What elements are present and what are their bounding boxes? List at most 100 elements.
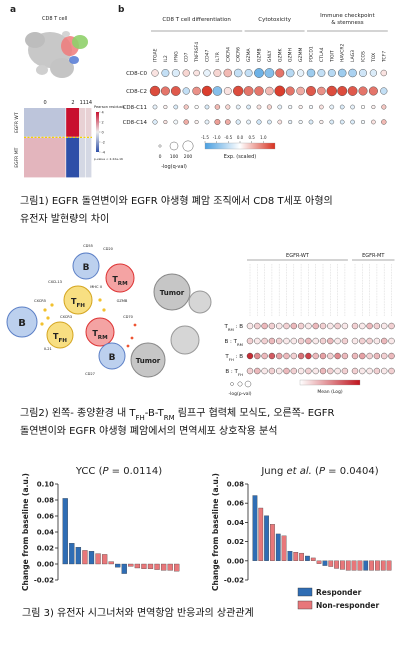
dot — [319, 322, 327, 330]
caption-part: 림프구 협력체 모식도, 오른쪽- EGFR — [175, 406, 335, 419]
bar — [134, 563, 141, 569]
bar — [88, 551, 95, 565]
row-label-part: FH — [229, 357, 234, 362]
y-tick-label: 0.02 — [227, 538, 244, 546]
row-label: TFH : B — [224, 354, 243, 362]
color-legend-bar — [299, 379, 361, 386]
caption: 그림 3) 유전자 시그너처와 면역항암 반응과의 상관관계 — [22, 607, 254, 619]
dot — [359, 322, 366, 330]
dot — [275, 68, 285, 78]
gene-label: ITGAE — [153, 48, 159, 62]
dot — [183, 119, 189, 125]
dot — [204, 104, 210, 110]
dot — [373, 337, 381, 345]
marker-label: GZMB — [117, 299, 128, 303]
dot — [233, 68, 243, 78]
dot — [381, 322, 388, 330]
chart-title-part: YCC ( — [75, 466, 103, 477]
color-legend-label: 1.0 — [260, 135, 267, 140]
cell-label: B — [109, 353, 116, 363]
chart-title-part: = 0.0114) — [109, 466, 163, 477]
dot — [261, 337, 268, 345]
dot — [319, 337, 327, 345]
color-legend-label: 0.5 — [248, 135, 255, 140]
dot — [254, 337, 261, 345]
heatmap-col-label: 0 — [43, 100, 46, 106]
bar — [281, 535, 287, 561]
dot — [233, 85, 244, 97]
dot — [163, 119, 168, 125]
dot — [359, 367, 366, 375]
row-label: CD8-C2 — [126, 89, 147, 95]
row-label-part: : B — [234, 354, 243, 360]
dot — [381, 337, 388, 345]
heatmap-cell — [79, 108, 86, 137]
dot — [312, 337, 319, 345]
bar — [375, 560, 380, 571]
y-tick-label: 0.02 — [37, 545, 54, 553]
bar — [69, 543, 75, 565]
dot — [173, 119, 179, 125]
size-legend-dot — [244, 380, 252, 388]
group-header: EGFR-MT — [362, 253, 385, 259]
color-legend-title: Exp. (scaled) — [224, 154, 256, 160]
chart-title-part: P — [102, 466, 109, 477]
dot — [256, 104, 262, 110]
gene-label: GZMM — [298, 48, 304, 62]
cell-label-part: T — [112, 275, 118, 284]
heatmap-col-label: 14 — [86, 100, 92, 106]
dot — [366, 337, 373, 345]
row-label: CD8-C11 — [123, 105, 147, 111]
dot — [341, 352, 349, 360]
dot — [274, 85, 286, 97]
dot — [334, 352, 341, 360]
dot — [337, 68, 347, 78]
cell-label: Tumor — [160, 289, 185, 297]
dot — [381, 367, 388, 375]
dot — [305, 322, 312, 330]
dot — [388, 352, 395, 360]
row-label-part: RM — [228, 327, 234, 332]
dot — [381, 104, 387, 110]
legend-swatch — [297, 587, 313, 597]
dot — [276, 367, 283, 375]
bar — [386, 560, 392, 571]
bar — [258, 507, 264, 561]
legend-tick-label: 2 — [102, 120, 104, 124]
dot — [373, 352, 381, 360]
group-header: EGFR-WT — [286, 253, 310, 259]
dot — [261, 322, 268, 330]
dot — [312, 367, 319, 375]
chart-title-part: = 0.0404) — [325, 466, 379, 477]
heatmap-cell — [66, 137, 80, 178]
legend-tick-label: -2 — [102, 140, 106, 144]
caption-part: 그림2) 왼쪽- 종양환경 내 T — [20, 406, 136, 419]
dot — [380, 87, 388, 95]
gene-label: GZMK — [277, 48, 283, 62]
heatmap-col-label: 11 — [80, 100, 86, 106]
dot — [334, 367, 341, 375]
bar — [264, 515, 269, 561]
caption-part: -B-T — [145, 408, 165, 419]
row-label-part: B : T — [225, 369, 238, 375]
dot — [277, 119, 283, 125]
dot — [339, 104, 345, 110]
gene-label: PDCD1 — [309, 46, 315, 62]
dot — [369, 69, 377, 77]
color-legend-label: -1.0 — [213, 135, 221, 140]
y-tick-label: 0.00 — [227, 557, 244, 565]
gene-label: TNFRSF4 — [194, 42, 200, 63]
dot — [183, 104, 189, 110]
dot — [366, 352, 373, 360]
bar — [270, 524, 275, 561]
dot — [268, 352, 276, 360]
bar — [357, 560, 363, 571]
size-legend-label: 0 — [159, 154, 162, 160]
cell-label: B — [83, 263, 90, 273]
dot — [288, 104, 293, 110]
cell-label: TFH — [71, 297, 85, 309]
dot — [163, 104, 168, 110]
legend-tick-label: -4 — [102, 150, 106, 154]
heatmap-cell — [24, 137, 66, 178]
caption-part: RM — [164, 414, 175, 422]
